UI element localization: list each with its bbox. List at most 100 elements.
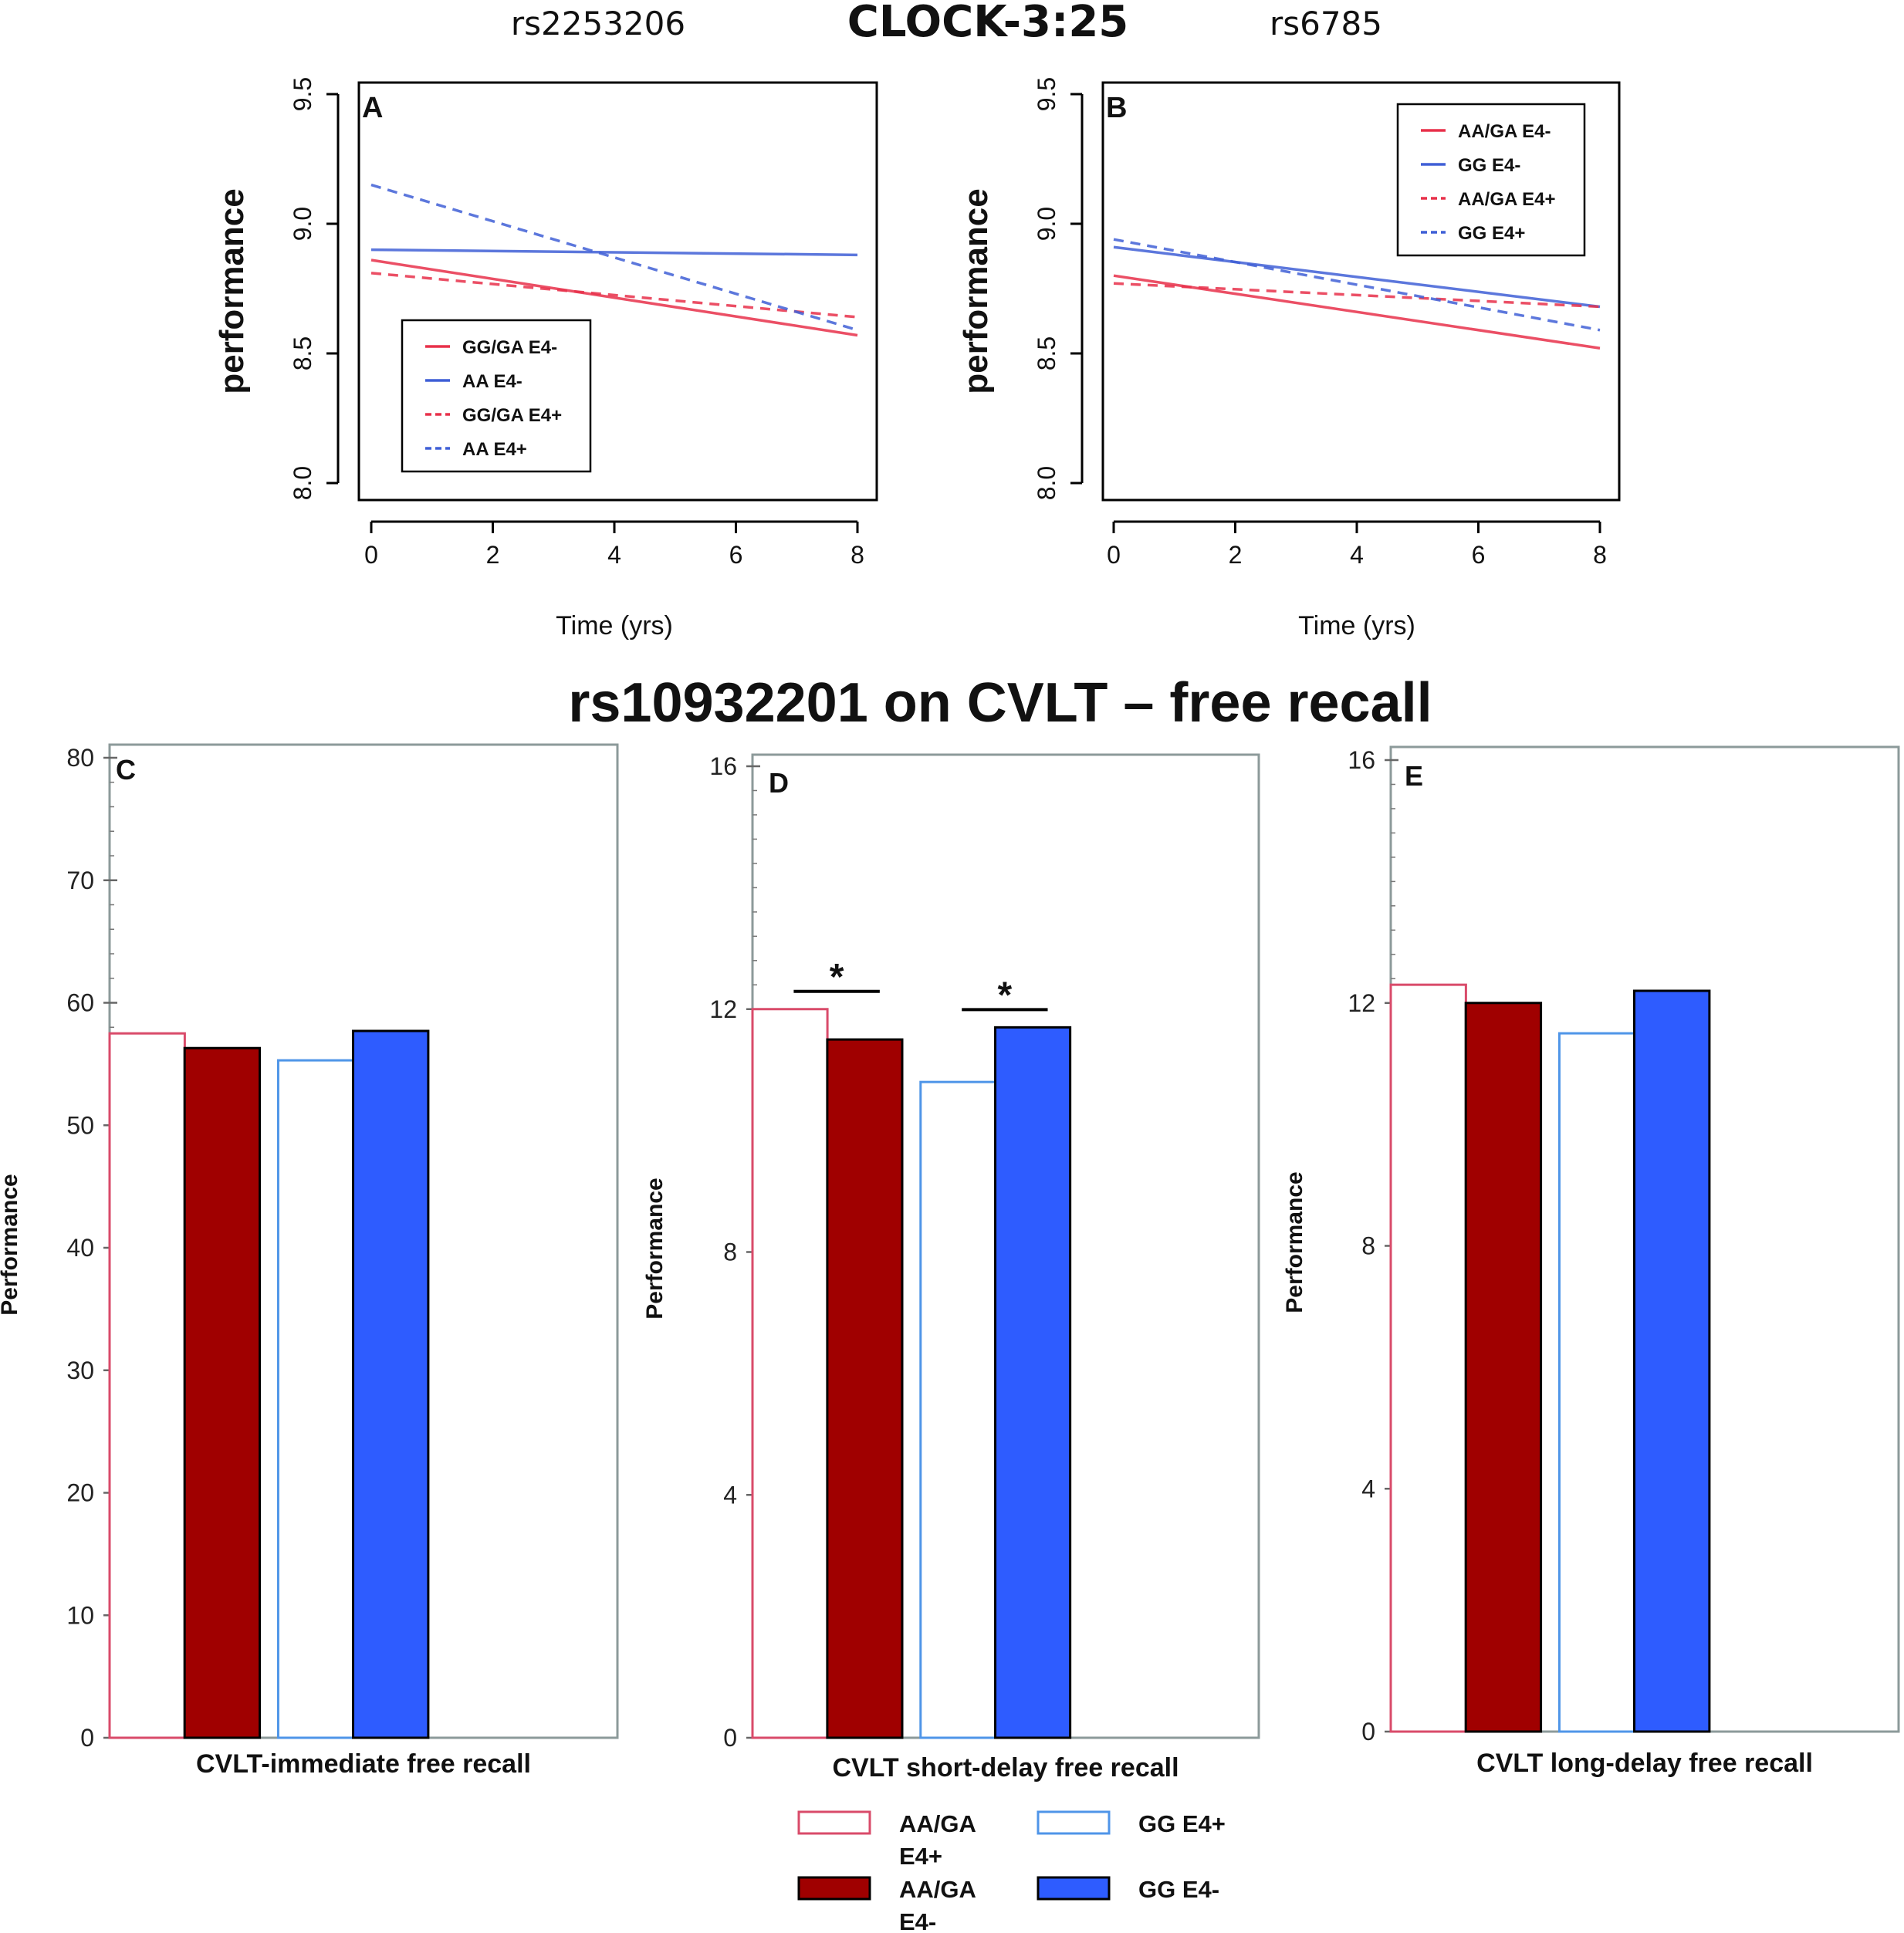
bar-aa-ga-e4- — [751, 1008, 829, 1739]
legend-label-line2: E4+ — [899, 1843, 942, 1870]
legend-label: AA/GA E4- — [1458, 121, 1551, 142]
bar-gg-e4- — [994, 1026, 1072, 1739]
bar-aa-ga-e4- — [1389, 983, 1467, 1733]
legend-label: GG E4+ — [1138, 1810, 1226, 1837]
y-tick-label: 80 — [66, 744, 94, 772]
panel-c-bar-chart: 0 10 20 30 40 50 60 70 80 C Performance CVLT-immedi… — [0, 743, 619, 1779]
y-tick-label: 8.5 — [289, 336, 316, 370]
y-tick-label: 30 — [66, 1357, 94, 1384]
x-tick-label: 0 — [364, 541, 378, 569]
bar-legend: AA/GA E4+ GG E4+ AA/GA E4- GG E4- — [797, 1810, 1226, 1933]
y-axis-label: Performance — [0, 1174, 22, 1315]
legend-label: GG E4- — [1458, 155, 1520, 176]
panel-letter: B — [1106, 92, 1127, 124]
y-axis-label: performance — [213, 188, 251, 394]
panel-d-bar-chart: 0 4 8 12 16 D * * Performance CVLT short-delay fr… — [642, 752, 1260, 1783]
significance-star: * — [830, 957, 844, 998]
bar-gg-e4- — [352, 1029, 430, 1739]
y-tick-label: 12 — [1348, 989, 1375, 1017]
series-line-aa-e4- — [370, 183, 858, 332]
y-tick-label: 9.0 — [1033, 207, 1060, 241]
y-tick-label: 8.0 — [289, 466, 316, 500]
legend-swatch — [1037, 1876, 1111, 1901]
series-line-aa-ga-e4- — [1113, 274, 1601, 350]
y-tick-label: 4 — [1361, 1475, 1375, 1502]
y-tick-label: 20 — [66, 1479, 94, 1507]
y-tick-label: 0 — [1361, 1718, 1375, 1745]
panel-letter: C — [116, 754, 136, 786]
right-snp-label: rs6785 — [1270, 5, 1382, 42]
bar-aa-ga-e4- — [183, 1046, 262, 1739]
y-tick-label: 70 — [66, 867, 94, 894]
plot-frame — [1101, 81, 1621, 502]
x-tick-label: 4 — [1350, 541, 1364, 569]
legend-swatch — [1037, 1810, 1111, 1835]
x-axis-label: CVLT-immediate free recall — [196, 1749, 531, 1779]
bar-gg-e4- — [276, 1059, 355, 1739]
x-tick-label: 8 — [851, 541, 864, 569]
bar-gg-e4- — [919, 1080, 997, 1739]
legend-label: AA E4+ — [462, 439, 527, 460]
plot-frame — [357, 81, 878, 502]
y-tick-label: 4 — [723, 1481, 737, 1509]
y-tick-label: 8 — [723, 1239, 737, 1266]
panel-letter: A — [362, 92, 383, 124]
y-tick-label: 12 — [709, 995, 737, 1023]
legend-label: GG E4- — [1138, 1876, 1219, 1903]
legend-label: AA E4- — [462, 371, 523, 392]
series-line-aa-e4- — [370, 248, 858, 257]
y-axis-label: performance — [957, 188, 995, 394]
bottom-title: rs10932201 on CVLT – free recall — [568, 672, 1432, 734]
panel-a-line-chart: A 0 2 4 6 8 Time (yrs) 8.0 8.5 9.0 9.5 performance G… — [213, 77, 878, 640]
y-tick-label: 9.5 — [289, 77, 316, 111]
legend-swatch — [797, 1810, 871, 1835]
x-axis-label: CVLT short-delay free recall — [832, 1753, 1179, 1783]
series-line-gg-ga-e4- — [370, 272, 858, 319]
significance-star: * — [998, 975, 1013, 1016]
legend-label: GG E4+ — [1458, 223, 1525, 244]
y-tick-label: 9.5 — [1033, 77, 1060, 111]
bar-aa-ga-e4- — [108, 1032, 186, 1739]
series-line-gg-e4- — [1113, 245, 1601, 309]
y-tick-label: 0 — [80, 1724, 94, 1752]
legend-label: AA/GA — [899, 1876, 976, 1903]
left-snp-label: rs2253206 — [511, 5, 685, 42]
panel-e-bar-chart: 0 4 8 12 16 E Performance CVLT long-delay free … — [1282, 745, 1900, 1778]
bar-gg-e4- — [1557, 1032, 1636, 1733]
x-axis-label: CVLT long-delay free recall — [1476, 1749, 1813, 1778]
y-tick-label: 0 — [723, 1724, 737, 1752]
main-title: CLOCK-3:25 — [847, 0, 1129, 47]
y-tick-label: 9.0 — [289, 207, 316, 241]
series-line-gg-e4- — [1113, 238, 1601, 332]
y-tick-label: 50 — [66, 1111, 94, 1139]
y-tick-label: 8.5 — [1033, 336, 1060, 370]
legend-label: AA/GA E4+ — [1458, 189, 1555, 210]
y-tick-label: 8 — [1361, 1232, 1375, 1260]
x-tick-label: 2 — [1229, 541, 1243, 569]
y-tick-label: 60 — [66, 989, 94, 1017]
y-tick-label: 16 — [709, 752, 737, 780]
bar-aa-ga-e4- — [1464, 1002, 1543, 1733]
legend-swatch — [797, 1876, 871, 1901]
x-tick-label: 6 — [729, 541, 743, 569]
bar-aa-ga-e4- — [826, 1038, 904, 1739]
bar-gg-e4- — [1633, 989, 1711, 1733]
x-tick-label: 4 — [607, 541, 621, 569]
x-tick-label: 2 — [486, 541, 500, 569]
x-tick-label: 0 — [1107, 541, 1121, 569]
legend-label: AA/GA — [899, 1810, 976, 1837]
series-line-aa-ga-e4- — [1113, 282, 1601, 309]
legend-label-line2: E4- — [899, 1908, 936, 1933]
legend-label: GG/GA E4- — [462, 337, 557, 358]
y-tick-label: 8.0 — [1033, 466, 1060, 500]
y-axis-label: Performance — [1282, 1171, 1307, 1313]
legend-label: GG/GA E4+ — [462, 405, 562, 426]
y-tick-label: 10 — [66, 1601, 94, 1629]
series-line-gg-ga-e4- — [370, 259, 858, 337]
y-axis-label: Performance — [642, 1178, 668, 1319]
x-tick-label: 8 — [1593, 541, 1607, 569]
panel-letter: E — [1405, 760, 1423, 792]
y-tick-label: 40 — [66, 1234, 94, 1262]
panel-letter: D — [769, 767, 789, 799]
